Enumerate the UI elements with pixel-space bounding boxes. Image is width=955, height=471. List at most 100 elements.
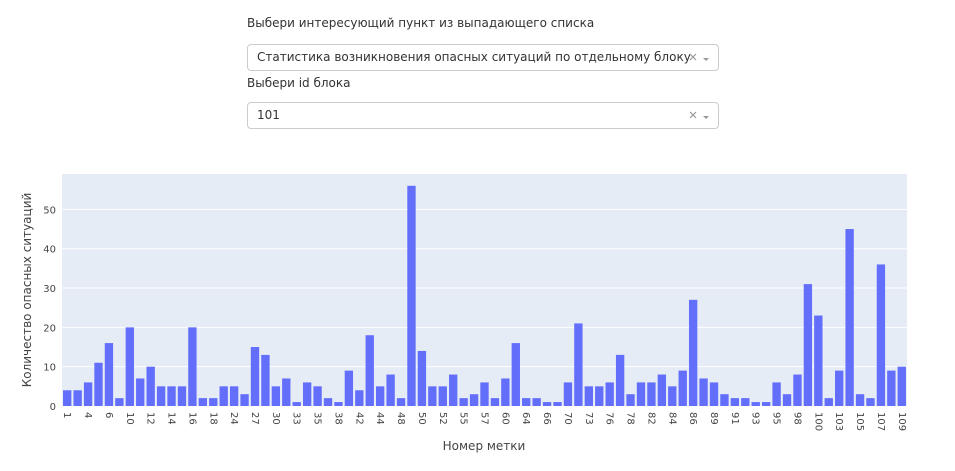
bar xyxy=(501,378,510,406)
x-tick-label: 86 xyxy=(687,412,698,425)
x-tick-label: 27 xyxy=(249,412,260,425)
bar xyxy=(115,398,124,406)
bar xyxy=(198,398,208,406)
bar xyxy=(188,327,197,406)
x-tick-label: 57 xyxy=(479,412,490,425)
bar xyxy=(657,374,667,406)
bar xyxy=(553,402,562,406)
bar xyxy=(271,386,281,406)
bar xyxy=(678,370,687,406)
x-tick-label: 55 xyxy=(458,412,469,425)
x-tick-label: 66 xyxy=(541,412,552,425)
bar xyxy=(83,382,93,406)
bar xyxy=(449,374,458,406)
x-tick-label: 98 xyxy=(791,412,802,425)
bar xyxy=(897,366,906,406)
bar xyxy=(751,402,760,406)
bar xyxy=(386,374,395,406)
bar xyxy=(104,343,114,406)
bar xyxy=(730,398,740,406)
bar xyxy=(229,386,239,406)
bar xyxy=(647,382,656,406)
bar xyxy=(855,394,865,406)
bar xyxy=(490,398,500,406)
bar xyxy=(292,402,301,406)
y-tick-label: 50 xyxy=(43,205,56,216)
x-tick-label: 89 xyxy=(708,412,719,425)
x-tick-label: 70 xyxy=(562,412,573,425)
dropdown-value: Статистика возникновения опасных ситуаци… xyxy=(257,50,691,64)
bar xyxy=(125,327,134,406)
bar xyxy=(240,394,249,406)
bar xyxy=(63,390,72,406)
bar xyxy=(219,386,228,406)
bar xyxy=(177,386,187,406)
x-tick-label: 38 xyxy=(332,412,343,425)
x-tick-label: 10 xyxy=(124,412,135,425)
bar xyxy=(532,398,541,406)
bar xyxy=(626,394,635,406)
x-tick-label: 12 xyxy=(145,412,156,425)
x-tick-label: 76 xyxy=(604,412,615,425)
x-tick-label: 18 xyxy=(207,412,218,425)
bar xyxy=(709,382,719,406)
bar xyxy=(615,354,625,406)
bar xyxy=(782,394,792,406)
bar xyxy=(313,386,322,406)
y-tick-label: 20 xyxy=(43,323,56,334)
bar xyxy=(636,382,646,406)
bar xyxy=(282,378,291,406)
plot-area xyxy=(62,174,907,406)
bar xyxy=(167,386,176,406)
x-tick-label: 30 xyxy=(270,412,281,425)
y-tick-label: 0 xyxy=(50,402,56,413)
x-tick-label: 33 xyxy=(291,412,302,425)
x-tick-label: 42 xyxy=(353,412,364,425)
bar xyxy=(365,335,374,406)
x-tick-label: 100 xyxy=(812,412,823,431)
bar xyxy=(845,229,854,406)
y-tick-label: 10 xyxy=(43,363,56,374)
dropdown-icons xyxy=(689,111,709,119)
x-tick-label: 95 xyxy=(771,412,782,425)
bar xyxy=(699,378,708,406)
bar xyxy=(522,398,531,406)
bar xyxy=(720,394,729,406)
dropdown-label: Выбери интересующий пункт из выпадающего… xyxy=(247,16,595,30)
y-axis-title: Количество опасных ситуаций xyxy=(20,193,34,388)
bar xyxy=(469,394,479,406)
bar xyxy=(574,323,583,406)
bar xyxy=(438,386,447,406)
dropdown[interactable]: Статистика возникновения опасных ситуаци… xyxy=(247,44,719,71)
bar xyxy=(887,370,896,406)
bar xyxy=(793,374,802,406)
bar xyxy=(480,382,489,406)
y-tick-label: 40 xyxy=(43,245,56,256)
bar xyxy=(261,354,270,406)
bar xyxy=(250,347,260,406)
x-tick-label: 16 xyxy=(186,412,197,425)
bar xyxy=(344,370,354,406)
x-tick-label: 84 xyxy=(666,412,677,425)
bar xyxy=(595,386,604,406)
x-tick-label: 1 xyxy=(61,412,72,418)
bar xyxy=(209,398,218,406)
x-tick-label: 6 xyxy=(103,412,114,418)
bar xyxy=(772,382,781,406)
x-tick-label: 35 xyxy=(312,412,323,425)
bar xyxy=(136,378,145,406)
dropdown[interactable]: 101 xyxy=(247,102,719,129)
bar xyxy=(459,398,468,406)
bar xyxy=(156,386,166,406)
bar xyxy=(563,382,573,406)
bar xyxy=(334,402,343,406)
x-tick-label: 93 xyxy=(750,412,761,425)
bar xyxy=(761,402,771,406)
bar xyxy=(741,398,750,406)
dropdown-icons xyxy=(689,53,709,61)
bar xyxy=(866,398,875,406)
bar xyxy=(824,398,833,406)
dropdown-value: 101 xyxy=(257,108,280,122)
x-tick-label: 107 xyxy=(875,412,886,431)
